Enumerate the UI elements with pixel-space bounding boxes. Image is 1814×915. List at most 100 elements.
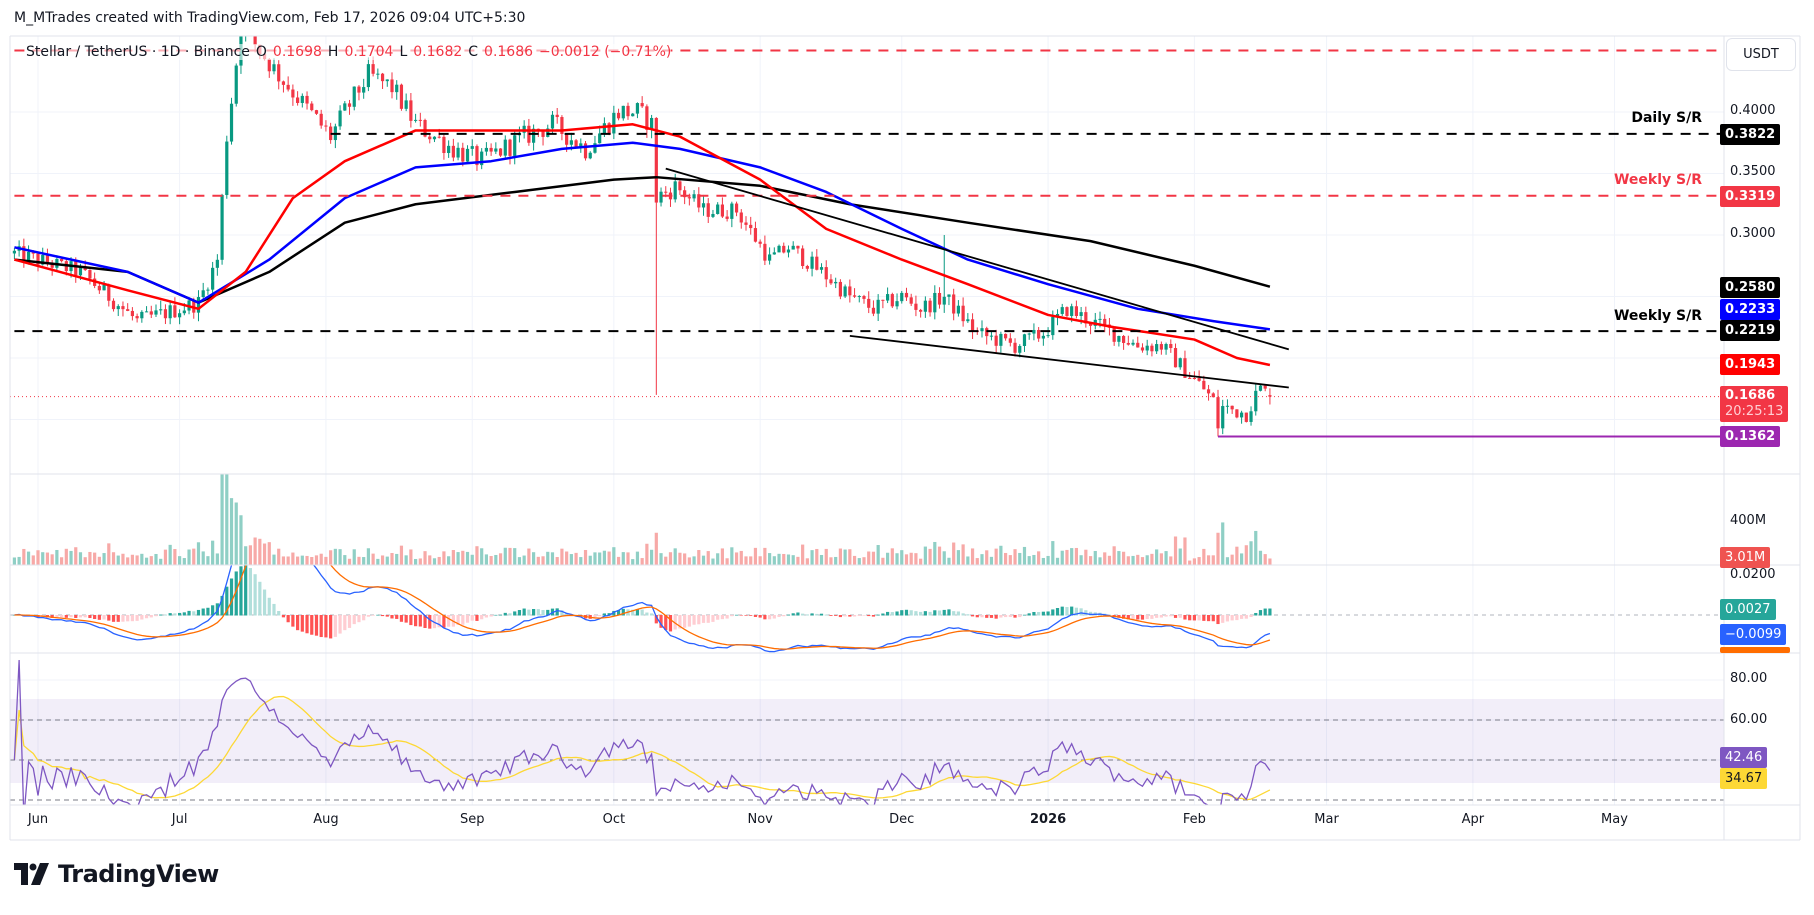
- candle-body: [706, 203, 710, 217]
- macd-hist-tag: 0.0027: [1720, 599, 1776, 620]
- price-pane: [10, 36, 1724, 438]
- candle-body: [1258, 385, 1263, 391]
- macd-histogram-bar: [919, 611, 923, 616]
- candle-body: [819, 267, 824, 270]
- volume-bar: [508, 547, 512, 565]
- candle-body: [1173, 348, 1178, 368]
- tradingview-logo[interactable]: TradingView: [14, 860, 219, 888]
- candle-body: [555, 114, 559, 118]
- volume-bar: [1027, 556, 1031, 565]
- volume-bar: [923, 546, 927, 565]
- candle-body: [1004, 333, 1008, 339]
- candle-body: [602, 123, 606, 134]
- volume-bar: [253, 537, 257, 565]
- last-price: 0.1686: [1725, 388, 1776, 403]
- macd-tick: 0.0200: [1730, 567, 1776, 582]
- ma100-tag: 0.2233: [1720, 299, 1781, 320]
- macd-histogram-bar: [461, 615, 465, 625]
- macd-histogram-bar: [1065, 607, 1069, 616]
- volume-bar: [362, 557, 366, 565]
- candle-body: [498, 148, 503, 156]
- macd-histogram-bar: [225, 586, 229, 616]
- candle-body: [777, 245, 781, 253]
- macd-histogram-bar: [852, 615, 857, 617]
- currency-button[interactable]: USDT: [1726, 38, 1796, 71]
- macd-histogram-bar: [886, 611, 890, 616]
- volume-bar: [451, 550, 455, 565]
- volume-bar: [994, 548, 998, 565]
- macd-histogram-bar: [211, 605, 215, 616]
- volume-bar: [173, 549, 177, 565]
- volume-bar: [1216, 532, 1220, 565]
- volume-bar: [442, 551, 446, 565]
- volume-bar: [229, 498, 234, 565]
- volume-bar: [163, 549, 168, 565]
- candle-body: [829, 279, 833, 284]
- symbol-legend: Stellar / TetherUS · 1D · Binance O 0.169…: [26, 44, 672, 60]
- volume-bar: [876, 545, 880, 565]
- macd-histogram-bar: [1060, 606, 1064, 616]
- macd-histogram-bar: [338, 615, 342, 634]
- volume-bar: [343, 555, 347, 565]
- volume-bar: [593, 552, 597, 565]
- volume-bar: [1178, 548, 1182, 565]
- candle-body: [612, 112, 616, 134]
- volume-bar: [470, 554, 474, 565]
- candle-body: [895, 301, 899, 307]
- volume-bar: [498, 553, 503, 565]
- volume-bar: [116, 555, 120, 565]
- volume-bar: [768, 553, 772, 565]
- macd-histogram-bar: [93, 615, 97, 620]
- macd-histogram-bar: [593, 615, 597, 618]
- volume-bar: [456, 552, 460, 565]
- volume-bar: [78, 552, 83, 565]
- macd-histogram-bar: [1027, 613, 1031, 616]
- volume-bar: [692, 556, 696, 565]
- macd-signal-tag: [1720, 647, 1790, 653]
- candle-body: [673, 181, 677, 200]
- macd-histogram-bar: [314, 615, 319, 636]
- candle-body: [31, 251, 35, 254]
- candle-body: [163, 309, 168, 319]
- x-tick-label: Feb: [1182, 812, 1206, 827]
- candle-body: [484, 147, 488, 152]
- volume-bar: [791, 555, 795, 565]
- volume-bar: [673, 548, 677, 565]
- macd-histogram-bar: [12, 615, 16, 616]
- volume-bar: [810, 550, 814, 565]
- macd-histogram-bar: [1211, 615, 1215, 622]
- last-price-tag: 0.1686 20:25:13: [1720, 386, 1789, 422]
- candle-body: [423, 119, 427, 137]
- macd-histogram-bar: [135, 615, 139, 621]
- volume-bar: [126, 557, 130, 565]
- macd-histogram-bar: [1008, 615, 1012, 617]
- macd-histogram-bar: [1230, 615, 1234, 621]
- candle-body: [923, 300, 927, 312]
- macd-histogram-bar: [159, 614, 163, 616]
- macd-histogram-bar: [442, 615, 446, 628]
- candle-body: [739, 212, 743, 223]
- macd-histogram-bar: [404, 615, 408, 623]
- macd-histogram-bar: [277, 610, 281, 616]
- candle-body: [437, 136, 441, 138]
- volume-bar: [291, 552, 295, 565]
- candle-body: [513, 135, 517, 156]
- candle-body: [744, 222, 748, 225]
- candle-body: [465, 148, 470, 162]
- volume-bar: [187, 549, 191, 565]
- macd-histogram-bar: [262, 589, 267, 616]
- volume-bar: [1131, 555, 1135, 565]
- macd-histogram-bar: [1178, 615, 1182, 618]
- macd-histogram-bar: [692, 615, 696, 625]
- macd-histogram-bar: [527, 609, 531, 616]
- candle-body: [904, 292, 909, 298]
- volume-bar: [395, 553, 399, 565]
- macd-histogram-bar: [772, 615, 776, 619]
- symbol-name[interactable]: Stellar / TetherUS · 1D · Binance: [26, 44, 250, 60]
- candle-body: [834, 281, 838, 284]
- macd-histogram-bar: [711, 615, 715, 622]
- candle-body: [621, 105, 625, 119]
- macd-histogram-bar: [111, 615, 116, 622]
- volume-bar: [45, 552, 50, 565]
